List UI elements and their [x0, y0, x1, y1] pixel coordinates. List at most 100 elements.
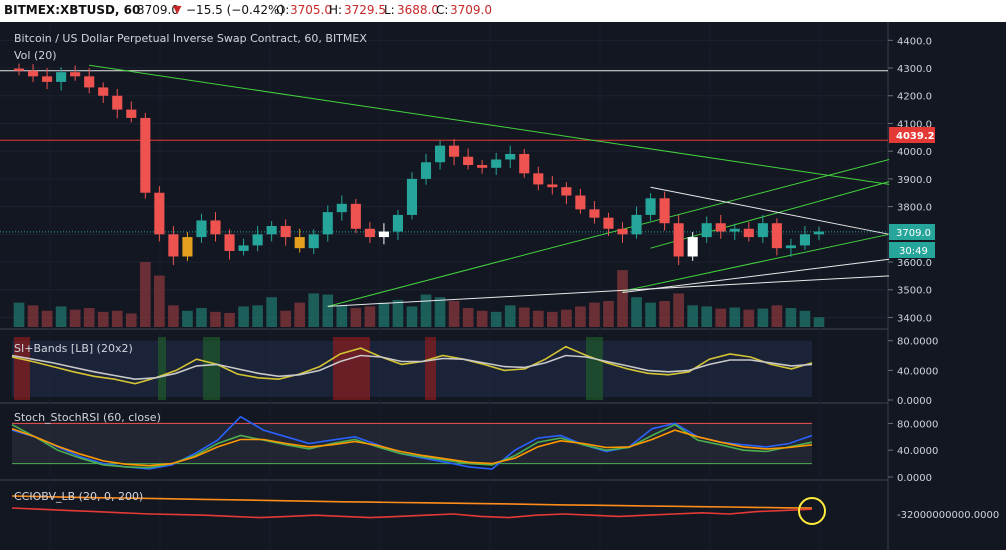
volume-bar — [210, 311, 221, 327]
volume-bar — [55, 306, 67, 327]
volume-bar — [364, 306, 376, 327]
candle-body — [196, 220, 207, 238]
si-bands-title: SI+Bands [LB] (20x2) — [14, 342, 133, 355]
volume-bar — [546, 311, 558, 327]
stoch-rsi-title: Stoch_StochRSI (60, close) — [14, 411, 161, 424]
candle-body — [224, 234, 235, 251]
candle-body — [294, 237, 305, 249]
volume-bar — [392, 299, 404, 327]
candle-body — [757, 223, 768, 238]
candle-body — [280, 226, 291, 238]
volume-bar — [785, 308, 797, 327]
volume-bar — [336, 305, 348, 327]
stoch-band-area — [12, 423, 812, 464]
symbol-label[interactable]: BITMEX:XBTUSD, 60 — [4, 3, 141, 17]
price-tick-label: 3500.0 — [897, 286, 932, 297]
candle-body — [589, 209, 600, 218]
price-tick-label: 3900.0 — [897, 175, 932, 186]
candle-body — [392, 214, 404, 232]
volume-bar — [799, 310, 811, 327]
countdown-tag — [889, 242, 935, 258]
volume-bars — [13, 262, 825, 327]
candle-body — [575, 195, 586, 210]
open-value: 3705.0 — [290, 3, 332, 17]
countdown-label: 30:49 — [899, 246, 928, 257]
cciobv-title: CCIOBV_LB (20, 0, 200) — [14, 490, 143, 503]
volume-bar — [532, 310, 544, 327]
candle-body — [701, 223, 712, 238]
volume-bar — [645, 302, 656, 327]
candle-body — [70, 72, 81, 77]
candle-body — [434, 145, 446, 163]
descending-trendline — [89, 64, 890, 185]
volume-bar — [813, 317, 825, 327]
volume-bar — [659, 301, 670, 327]
candle-body — [491, 159, 502, 168]
volume-bar — [462, 308, 474, 327]
si-signal-zone — [203, 337, 220, 400]
volume-bar — [673, 293, 684, 327]
candle-body — [420, 162, 432, 179]
candle-body — [126, 109, 137, 118]
si-signal-zone — [158, 337, 166, 400]
volume-bar — [490, 311, 502, 327]
price-tick-label: 4400.0 — [897, 36, 932, 47]
candle-body — [729, 228, 740, 232]
last-price-label: 3709.0 — [896, 228, 931, 239]
down-arrow-icon: ▼ — [173, 3, 182, 16]
volume-bar — [448, 301, 460, 327]
support-line-1 — [327, 275, 890, 307]
candle-body — [645, 198, 656, 215]
volume-bar — [111, 310, 123, 327]
volume-bar — [476, 310, 488, 327]
si-tick-label: 80.0000 — [897, 337, 938, 348]
candle-body — [673, 223, 684, 257]
candle-body — [154, 192, 165, 235]
cciobv-series-line — [11, 495, 813, 509]
candle-body — [687, 237, 698, 257]
volume-bar — [139, 262, 151, 327]
volume-bar — [196, 308, 207, 327]
volume-bar — [729, 307, 741, 327]
volume-bar — [631, 297, 642, 327]
candle-body — [715, 223, 726, 232]
volume-bar — [617, 270, 628, 327]
volume-bar — [589, 302, 600, 327]
candle-body — [364, 228, 375, 238]
candle-body — [505, 153, 516, 160]
candle-body — [210, 220, 221, 235]
chart-header: BITMEX:XBTUSD, 60 3709.0 ▼ −15.5 (−0.42%… — [0, 0, 1006, 23]
candle-body — [182, 237, 193, 257]
price-axis: 4400.0 4300.0 4200.0 4100.0 4000.0 3900.0 3800… — [888, 36, 999, 521]
stoch-tick-label: 40.0000 — [897, 446, 938, 457]
volume-bar — [603, 301, 614, 327]
price-tick-label: 4100.0 — [897, 119, 932, 130]
candle-body — [519, 153, 530, 174]
candle-body — [659, 198, 670, 224]
candle-body — [406, 178, 418, 215]
candle-body — [743, 228, 754, 238]
candle-body — [533, 173, 544, 185]
candle-body — [42, 76, 53, 82]
volume-bar — [561, 309, 572, 327]
volume-bar — [13, 302, 25, 327]
candle-body — [785, 245, 796, 249]
candle-body — [13, 68, 25, 71]
candle-body — [252, 234, 263, 246]
chart-canvas[interactable]: 4400.0 4300.0 4200.0 4100.0 4000.0 3900.0 3800… — [0, 22, 1006, 550]
candle-body — [547, 184, 558, 188]
volume-bar — [771, 305, 783, 327]
volume-bar — [518, 307, 530, 327]
candle-body — [350, 203, 361, 229]
volume-bar — [27, 305, 39, 327]
volume-bar — [701, 306, 713, 327]
si-series-line — [11, 345, 813, 385]
low-label: L: — [384, 3, 395, 17]
volume-bar — [575, 306, 586, 327]
candle-body — [378, 231, 389, 238]
last-price-tag — [889, 224, 935, 240]
volume-bar — [252, 305, 263, 327]
chart-background — [0, 22, 1006, 550]
close-value: 3709.0 — [450, 3, 492, 17]
stoch-series-line — [11, 423, 813, 469]
